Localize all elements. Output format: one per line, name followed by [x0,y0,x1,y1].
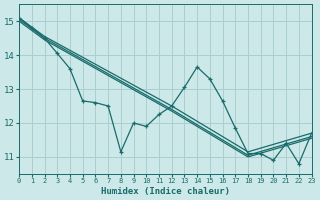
X-axis label: Humidex (Indice chaleur): Humidex (Indice chaleur) [101,187,230,196]
